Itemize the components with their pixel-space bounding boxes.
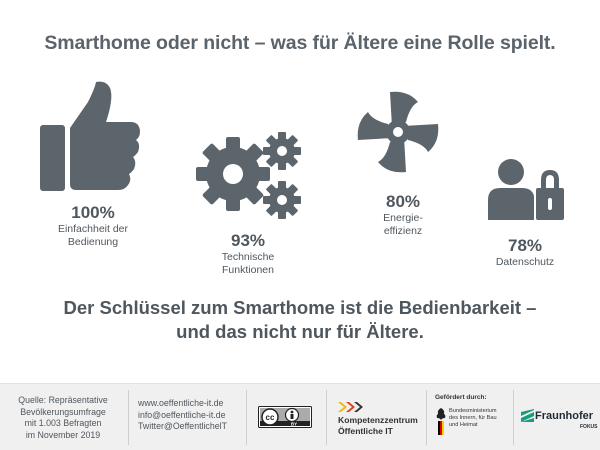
stat-label: Energie- effizienz xyxy=(383,212,423,237)
stat-label: Technische Funktionen xyxy=(221,251,275,276)
fraunhofer-name: Fraunhofer xyxy=(535,410,594,422)
bmi-text: Bundesministerium des Innern, für Bau un… xyxy=(449,408,497,428)
footer-divider xyxy=(128,390,129,445)
stat-percent: 78% xyxy=(507,236,543,255)
footer: Quelle: Repräsentative Bevölkerungsumfra… xyxy=(0,383,600,450)
headline-line-2: und das nicht nur für Ältere. xyxy=(176,321,424,342)
source-line: im November 2019 xyxy=(25,429,101,440)
stat-percent: 100% xyxy=(71,203,115,222)
thumbs-up-icon xyxy=(40,81,140,191)
stat-percent: 80% xyxy=(385,192,421,211)
kompetenz-line-1: Kompetenzzentrum xyxy=(338,415,418,425)
stat-datenschutz: 78% Datenschutz xyxy=(470,236,580,269)
gears-icon xyxy=(196,132,301,219)
user-lock-icon xyxy=(488,159,564,220)
page-title: Smarthome oder nicht – was für Ältere ei… xyxy=(44,32,556,54)
stat-bedienung: 100% Einfachheit der Bedienung xyxy=(38,203,148,249)
fraunhofer-mark-icon xyxy=(521,409,534,422)
email-link[interactable]: info@oeffentliche-it.de xyxy=(138,409,226,420)
stat-percent: 93% xyxy=(230,231,266,250)
cc-by-icon: cc BY xyxy=(258,406,312,428)
stat-energieeffizienz: 80% Energie- effizienz xyxy=(348,192,458,238)
kompetenzzentrum-text: Kompetenzzentrum Öffentliche IT xyxy=(338,415,418,436)
cc-by-label: BY xyxy=(291,421,297,426)
footer-divider xyxy=(326,390,327,445)
source-line: mit 1.003 Befragten xyxy=(24,418,102,428)
website-link[interactable]: www.oeffentliche-it.de xyxy=(138,398,224,408)
bmi-logo: Gefördert durch: Bundesministerium des I… xyxy=(430,384,512,450)
svg-text:cc: cc xyxy=(266,413,275,422)
stat-funktionen: 93% Technische Funktionen xyxy=(193,231,303,277)
eagle-flag-icon xyxy=(436,408,446,435)
fan-icon xyxy=(357,91,439,173)
source-note: Quelle: Repräsentative Bevölkerungsumfra… xyxy=(0,384,126,450)
chevrons-icon xyxy=(338,402,363,412)
fokus-label: FOKUS xyxy=(580,424,598,430)
cc-license-badge: cc BY xyxy=(255,384,315,450)
fraunhofer-logo: Fraunhofer FOKUS xyxy=(518,384,600,450)
source-line: Bevölkerungsumfrage xyxy=(20,406,106,417)
funding-label: Gefördert durch: xyxy=(435,394,487,401)
footer-divider xyxy=(513,390,514,445)
source-line: Quelle: Repräsentative xyxy=(18,395,108,405)
stat-label: Datenschutz xyxy=(495,256,555,268)
twitter-link[interactable]: Twitter@OeffentlichelT xyxy=(138,421,227,431)
footer-divider xyxy=(426,390,427,445)
kompetenzzentrum-logo: Kompetenzzentrum Öffentliche IT xyxy=(336,384,424,450)
headline-line-1: Der Schlüssel zum Smarthome ist die Bedi… xyxy=(63,297,537,318)
footer-divider xyxy=(246,390,247,445)
headline: Der Schlüssel zum Smarthome ist die Bedi… xyxy=(0,296,600,344)
kompetenz-line-2: Öffentliche IT xyxy=(338,425,393,436)
contact-info: www.oeffentliche-it.de info@oeffentliche… xyxy=(138,384,243,450)
stat-label: Einfachheit der Bedienung xyxy=(57,223,129,248)
